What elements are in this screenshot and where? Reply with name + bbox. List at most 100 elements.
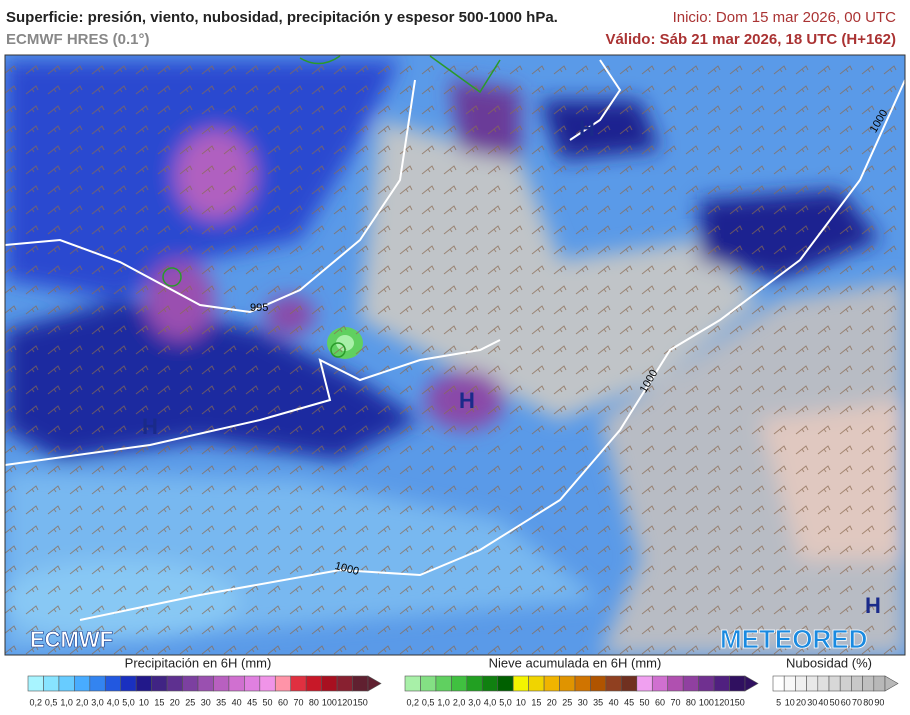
legend-swatch: [605, 675, 622, 692]
legend-label: 4,0: [484, 697, 497, 707]
legend-label: 2,0: [76, 697, 89, 707]
legend-swatch: [862, 675, 875, 692]
legend-label: 150: [730, 697, 745, 707]
logo-meteored: METEORED: [720, 624, 867, 654]
legend-swatch: [290, 675, 307, 692]
legend-swatch: [321, 675, 338, 692]
legend-swatch: [574, 675, 591, 692]
pressure-center: H: [142, 414, 158, 439]
legend-swatch: [305, 675, 322, 692]
legend-label: 0,2: [29, 697, 42, 707]
legend-label: 10: [516, 697, 526, 707]
legend-label: 0,5: [45, 697, 58, 707]
legend-label: 1,0: [60, 697, 73, 707]
legend-label: 25: [185, 697, 195, 707]
legend-swatch: [151, 675, 168, 692]
legend-label: 2,0: [453, 697, 466, 707]
legend-label: 80: [686, 697, 696, 707]
legend-swatch: [213, 675, 230, 692]
legend-label: 4,0: [107, 697, 120, 707]
legend-swatch: [58, 675, 75, 692]
legend-label: 40: [609, 697, 619, 707]
legend-swatch: [772, 675, 785, 692]
legend-label: 40: [232, 697, 242, 707]
legend-swatch: [352, 675, 369, 692]
legend-label: 5,0: [499, 697, 512, 707]
legend-label: 30: [578, 697, 588, 707]
legend-swatch: [228, 675, 245, 692]
legend-swatch: [713, 675, 730, 692]
legend-label: 5,0: [122, 697, 135, 707]
legend-label: 20: [170, 697, 180, 707]
legend-label: 1,0: [437, 697, 450, 707]
legend-label: 25: [562, 697, 572, 707]
legend-label: 3,0: [468, 697, 481, 707]
legend-label: 70: [293, 697, 303, 707]
legend-swatch: [590, 675, 607, 692]
legend-label: 120: [714, 697, 729, 707]
model: ECMWF HRES (0.1°): [6, 31, 150, 48]
isobar-label: 995: [250, 302, 268, 314]
legend-swatch: [74, 675, 91, 692]
legend-label: 35: [593, 697, 603, 707]
legend-swatch: [43, 675, 60, 692]
init-time: Inicio: Dom 15 mar 2026, 00 UTC: [673, 9, 897, 26]
legend-arrow: [884, 675, 899, 692]
legend-label: 3,0: [91, 697, 104, 707]
legend-label: 80: [309, 697, 319, 707]
legend-swatch: [636, 675, 653, 692]
legend-label: 60: [841, 697, 851, 707]
legend-label: 0,5: [422, 697, 435, 707]
legend-swatch: [651, 675, 669, 692]
legend-label: 10: [139, 697, 149, 707]
pressure-center: H: [459, 388, 475, 413]
legend-swatch: [182, 675, 199, 692]
legend-label: 10: [785, 697, 795, 707]
legend-label: 60: [278, 697, 288, 707]
legend-swatch: [120, 675, 137, 692]
legend-swatch: [244, 675, 261, 692]
legend-label: 60: [655, 697, 665, 707]
legend-label: 30: [807, 697, 817, 707]
legend-label: 40: [818, 697, 828, 707]
legend-swatch: [336, 675, 353, 692]
legend-swatch: [404, 675, 421, 692]
legend-label: 35: [216, 697, 226, 707]
legend-swatch: [481, 675, 499, 692]
legend-swatch: [698, 675, 715, 692]
legend-label: 15: [154, 697, 164, 707]
legend-label: 100: [699, 697, 714, 707]
legend-swatch: [839, 675, 852, 692]
legend-swatch: [828, 675, 841, 692]
legend-label: 5: [776, 697, 781, 707]
legend-swatch: [873, 675, 886, 692]
valid-time: Válido: Sáb 21 mar 2026, 18 UTC (H+162): [605, 31, 896, 48]
legend-label: 45: [247, 697, 257, 707]
legend-label: 100: [322, 697, 337, 707]
legend-swatch: [621, 675, 638, 692]
legend-swatch: [274, 675, 292, 692]
pressure-center: H: [579, 116, 595, 141]
map: [4, 54, 906, 656]
legend-label: 15: [531, 697, 541, 707]
legend-swatch: [259, 675, 276, 692]
legend-title: Nubosidad (%): [786, 655, 872, 670]
legend-swatch: [806, 675, 819, 692]
legend-label: 20: [796, 697, 806, 707]
pressure-center: H: [865, 593, 881, 618]
legend-title: Nieve acumulada en 6H (mm): [489, 655, 662, 670]
legend-swatch: [817, 675, 830, 692]
legend-swatch: [528, 675, 545, 692]
legend-swatch: [497, 675, 514, 692]
legend-swatch: [166, 675, 183, 692]
legend-label: 70: [852, 697, 862, 707]
legend-swatch: [667, 675, 684, 692]
legend-label: 30: [201, 697, 211, 707]
logo-ecmwf: ECMWF: [30, 627, 113, 652]
legend-swatch: [851, 675, 863, 692]
legend-label: 50: [830, 697, 840, 707]
legend-swatch: [89, 675, 106, 692]
legend-swatch: [729, 675, 746, 692]
legend-swatch: [104, 675, 122, 692]
